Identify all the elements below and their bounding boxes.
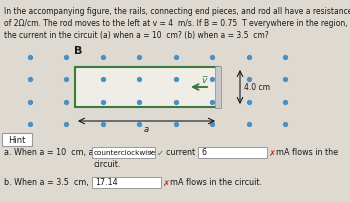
Text: a: a bbox=[144, 124, 149, 133]
Text: current of: current of bbox=[166, 148, 205, 157]
Text: mA flows in the: mA flows in the bbox=[276, 148, 338, 157]
Text: of 2Ω/cm. The rod moves to the left at v = 4  m/s. If B = 0.75  T everywhere in : of 2Ω/cm. The rod moves to the left at v… bbox=[4, 19, 350, 28]
Text: v̅: v̅ bbox=[202, 76, 207, 85]
Text: 17.14: 17.14 bbox=[95, 178, 118, 187]
FancyBboxPatch shape bbox=[91, 147, 154, 158]
FancyBboxPatch shape bbox=[197, 147, 266, 158]
Text: the current in the circuit (a) when a = 10  cm? (b) when a = 3.5  cm?: the current in the circuit (a) when a = … bbox=[4, 31, 269, 40]
Text: circuit.: circuit. bbox=[94, 160, 121, 169]
Text: b. When a = 3.5  cm,: b. When a = 3.5 cm, bbox=[4, 178, 89, 187]
Bar bbox=[75, 68, 218, 107]
Bar bbox=[75, 68, 218, 107]
Text: mA flows in the circuit.: mA flows in the circuit. bbox=[170, 178, 262, 187]
Text: B: B bbox=[74, 46, 82, 56]
Text: Hint: Hint bbox=[8, 135, 26, 144]
Text: a. When a = 10  cm, a: a. When a = 10 cm, a bbox=[4, 148, 93, 157]
Text: ∨: ∨ bbox=[148, 150, 153, 155]
FancyBboxPatch shape bbox=[2, 133, 32, 146]
Text: counterclockwise: counterclockwise bbox=[94, 149, 156, 155]
Text: ✗: ✗ bbox=[268, 148, 275, 157]
Text: 6: 6 bbox=[201, 148, 206, 157]
Text: ✗: ✗ bbox=[162, 178, 169, 187]
Text: In the accompanying figure, the rails, connecting end pieces, and rod all have a: In the accompanying figure, the rails, c… bbox=[4, 7, 350, 16]
Bar bbox=[215, 67, 221, 108]
Text: ✓: ✓ bbox=[157, 148, 164, 157]
Text: 4.0 cm: 4.0 cm bbox=[244, 83, 270, 92]
FancyBboxPatch shape bbox=[91, 177, 161, 188]
